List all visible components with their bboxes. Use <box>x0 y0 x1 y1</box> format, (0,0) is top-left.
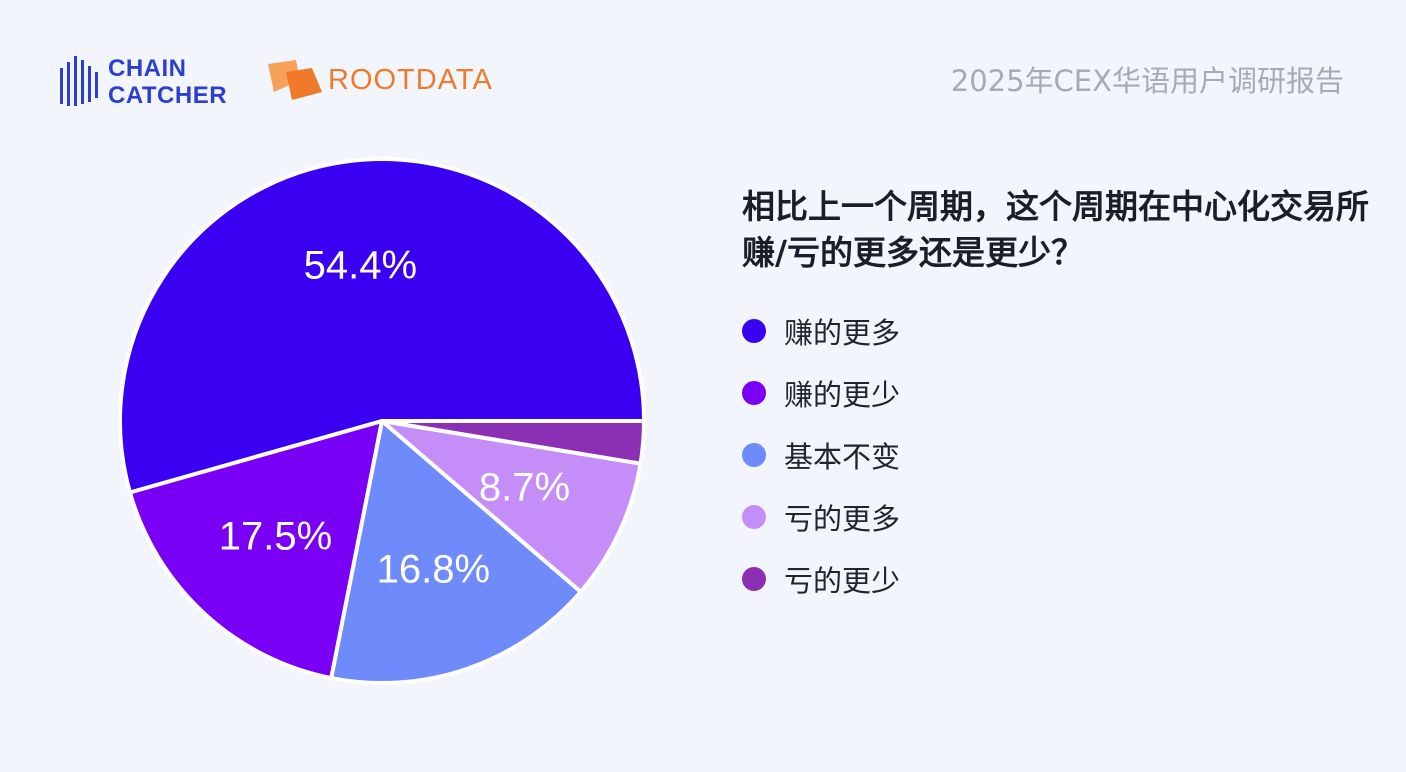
pie-slice-3 <box>329 419 583 685</box>
legend-label: 亏的更少 <box>784 564 901 598</box>
legend-swatch-icon <box>742 505 766 529</box>
pie-slice-1 <box>118 157 646 495</box>
legend-label: 赚的更多 <box>784 316 901 350</box>
pie-slice-label-1: 54.4% <box>304 243 417 287</box>
pie-chart: 54.4% 17.5% 16.8% 8.7% <box>118 157 646 685</box>
legend-label: 赚的更少 <box>784 378 901 412</box>
legend-label: 亏的更多 <box>784 502 901 536</box>
legend-item-4: 亏的更多 <box>742 486 900 548</box>
header: CHAIN CATCHER ROOTDATA 2025年CEX华语用户调研报告 <box>0 0 1406 130</box>
legend-swatch-icon <box>742 319 766 343</box>
rootdata-mark-icon <box>268 60 322 100</box>
rootdata-logo-text: ROOTDATA <box>328 63 493 96</box>
chaincatcher-mark-icon <box>60 56 98 106</box>
legend-item-1: 赚的更多 <box>742 300 900 362</box>
chaincatcher-logo: CHAIN CATCHER <box>58 54 227 110</box>
report-title: 2025年CEX华语用户调研报告 <box>950 64 1344 98</box>
legend-swatch-icon <box>742 567 766 591</box>
chaincatcher-logo-line2: CATCHER <box>108 82 228 109</box>
pie-slice-4 <box>380 419 643 594</box>
pie-slice-label-2: 17.5% <box>219 515 332 559</box>
pie-slice-label-4: 8.7% <box>479 465 570 509</box>
legend-swatch-icon <box>742 443 766 467</box>
legend-item-3: 基本不变 <box>742 424 900 486</box>
legend-swatch-icon <box>742 381 766 405</box>
pie-slice-2 <box>127 419 384 681</box>
pie-slice-label-3: 16.8% <box>377 548 490 592</box>
legend-label: 基本不变 <box>784 440 901 474</box>
legend-item-5: 亏的更少 <box>742 548 900 610</box>
chaincatcher-logo-line1: CHAIN <box>108 55 187 82</box>
chart-question-title: 相比上一个周期，这个周期在中心化交易所赚/亏的更多还是更少？ <box>742 187 1369 272</box>
rootdata-logo: ROOTDATA <box>266 58 493 102</box>
pie-slice-5 <box>380 419 646 466</box>
legend-item-2: 赚的更少 <box>742 362 900 424</box>
chart-legend: 赚的更多赚的更少基本不变亏的更多亏的更少 <box>742 300 900 610</box>
